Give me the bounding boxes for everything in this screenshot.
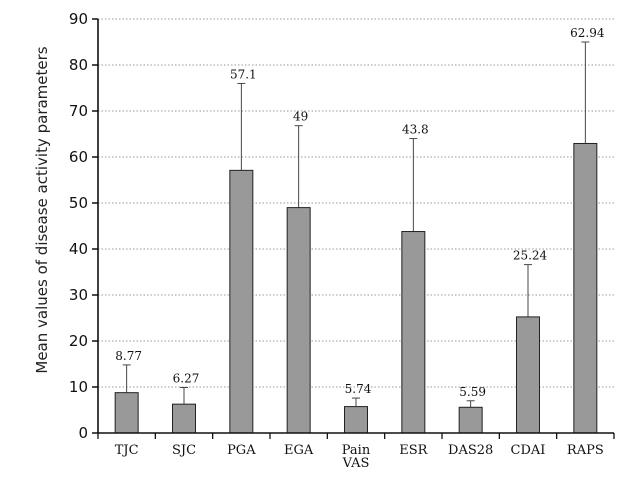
category-label: EGA: [284, 443, 314, 458]
category-label: ESR: [399, 443, 428, 458]
y-tick-label: 30: [69, 286, 88, 304]
data-label: 57.1: [230, 67, 257, 81]
bar: [516, 316, 540, 434]
y-tick-label: 0: [78, 424, 88, 442]
bar: [286, 207, 311, 434]
y-axis-label: Mean values of disease activity paramete…: [33, 46, 51, 373]
bar: [401, 231, 426, 434]
bar: [344, 406, 368, 434]
category-label: SJC: [172, 443, 196, 458]
error-bars: [122, 41, 590, 408]
y-tick-labels: 0 10 20 30 40 50 60 70 80 90: [69, 10, 88, 442]
y-tick-label: 80: [69, 56, 88, 74]
data-label: 8.77: [115, 349, 142, 363]
data-label: 62.94: [570, 26, 605, 40]
category-label: DAS28: [448, 443, 493, 458]
bar: [573, 142, 598, 434]
y-tick-label: 70: [69, 102, 88, 120]
data-label: 5.74: [345, 382, 372, 396]
data-label: 5.59: [459, 385, 486, 399]
data-label: 25.24: [513, 249, 548, 263]
bar: [172, 403, 196, 434]
category-label: CDAI: [511, 443, 546, 458]
bar: [458, 406, 483, 434]
y-tick-label: 10: [69, 378, 88, 396]
category-label: Pain VAS: [342, 443, 371, 471]
y-tick-label: 50: [69, 194, 88, 212]
axes: [92, 18, 615, 439]
data-label: 49: [293, 110, 308, 124]
data-label: 6.27: [173, 371, 200, 385]
category-label: TJC: [115, 443, 139, 458]
category-label: RAPS: [567, 443, 604, 458]
y-tick-label: 40: [69, 240, 88, 258]
bars: [114, 142, 598, 434]
y-tick-label: 20: [69, 332, 88, 350]
category-labels: TJC SJC PGA EGA Pain VAS ESR DAS28 CDAI RAPS: [115, 443, 604, 471]
y-tick-label: 90: [69, 10, 88, 28]
bar: [114, 392, 139, 434]
category-label: PGA: [227, 443, 256, 458]
bar: [229, 169, 254, 434]
data-label: 43.8: [402, 123, 429, 137]
data-labels: 8.77 6.27 57.1 49 5.74 43.8 5.59 25.24 62.94: [115, 26, 605, 399]
y-tick-label: 60: [69, 148, 88, 166]
